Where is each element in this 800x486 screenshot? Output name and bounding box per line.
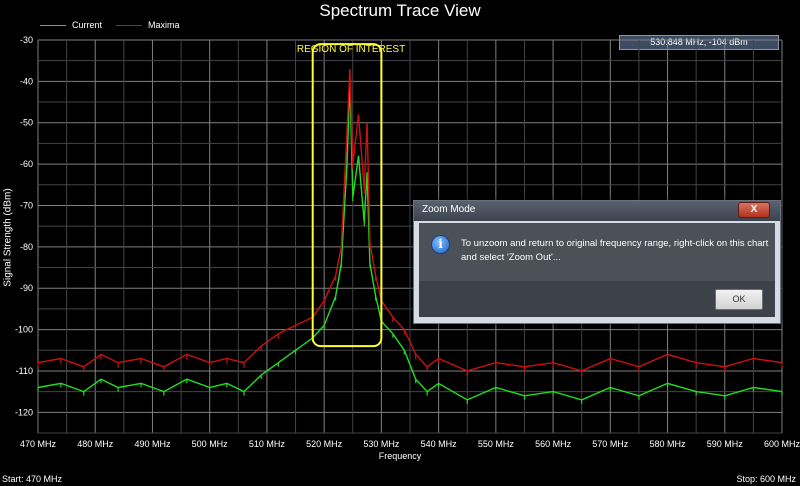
dialog-footer: OK xyxy=(419,281,775,317)
legend-item-current: Current xyxy=(40,20,102,30)
x-tick-label: 470 MHz xyxy=(20,439,57,449)
axes: 470 MHz 480 MHz 490 MHz 500 MHz 510 MHz 520 M… xyxy=(15,35,800,449)
x-tick-label: 500 MHz xyxy=(192,439,229,449)
x-tick-label: 510 MHz xyxy=(249,439,286,449)
stop-frequency: Stop: 600 MHz xyxy=(736,474,796,484)
y-tick-label: -60 xyxy=(20,159,33,169)
x-axis-label: Frequency xyxy=(378,451,422,461)
y-tick-label: -50 xyxy=(20,118,33,128)
dialog-body: i To unzoom and return to original frequ… xyxy=(419,223,775,281)
y-axis-label: Signal Strength (dBm) xyxy=(2,188,14,287)
dialog-title: Zoom Mode xyxy=(422,204,476,215)
y-tick-label: -110 xyxy=(16,366,33,376)
series-maxima xyxy=(37,68,783,376)
y-tick-label: -70 xyxy=(20,200,33,210)
legend-label-maxima: Maxima xyxy=(148,20,180,30)
region-of-interest-label: REGION OF INTEREST xyxy=(297,44,405,55)
series-line-current xyxy=(37,81,783,401)
y-tick-label: -30 xyxy=(20,35,33,45)
x-tick-label: 560 MHz xyxy=(535,439,572,449)
cursor-readout: 530.848 MHz, -104 dBm xyxy=(619,35,779,50)
x-tick-label: 550 MHz xyxy=(478,439,515,449)
y-tick-label: -120 xyxy=(15,407,33,417)
legend-label-current: Current xyxy=(72,20,103,30)
y-tick-label: -90 xyxy=(20,283,33,293)
series-line-maxima xyxy=(37,68,783,372)
series-layer xyxy=(37,68,783,404)
x-tick-label: 490 MHz xyxy=(134,439,171,449)
close-button[interactable]: X xyxy=(738,202,770,218)
x-tick-label: 480 MHz xyxy=(77,439,114,449)
x-tick-label: 600 MHz xyxy=(764,439,800,449)
annotation-layer: REGION OF INTEREST xyxy=(297,43,405,348)
y-tick-label: -100 xyxy=(15,325,33,335)
region-of-interest-box xyxy=(311,43,383,348)
x-tick-label: 530 MHz xyxy=(363,439,400,449)
legend-item-maxima: Maxima xyxy=(116,20,180,30)
dialog-message: To unzoom and return to original frequen… xyxy=(461,238,769,263)
x-tick-label: 580 MHz xyxy=(650,439,687,449)
info-icon: i xyxy=(431,235,450,254)
x-tick-label: 540 MHz xyxy=(421,439,458,449)
series-current xyxy=(37,81,783,404)
ok-button[interactable]: OK xyxy=(715,289,763,310)
start-frequency: Start: 470 MHz xyxy=(2,474,63,484)
x-tick-label: 590 MHz xyxy=(707,439,744,449)
chart-title: Spectrum Trace View xyxy=(319,1,481,20)
x-tick-label: 570 MHz xyxy=(592,439,629,449)
y-tick-label: -40 xyxy=(20,76,33,86)
legend-swatch-maxima xyxy=(116,25,142,27)
x-tick-label: 520 MHz xyxy=(306,439,343,449)
y-tick-label: -80 xyxy=(20,242,33,252)
legend-swatch-current xyxy=(40,25,66,27)
zoom-mode-dialog: Zoom Mode X i To unzoom and return to or… xyxy=(413,200,781,324)
dialog-titlebar[interactable]: Zoom Mode X xyxy=(414,201,780,221)
